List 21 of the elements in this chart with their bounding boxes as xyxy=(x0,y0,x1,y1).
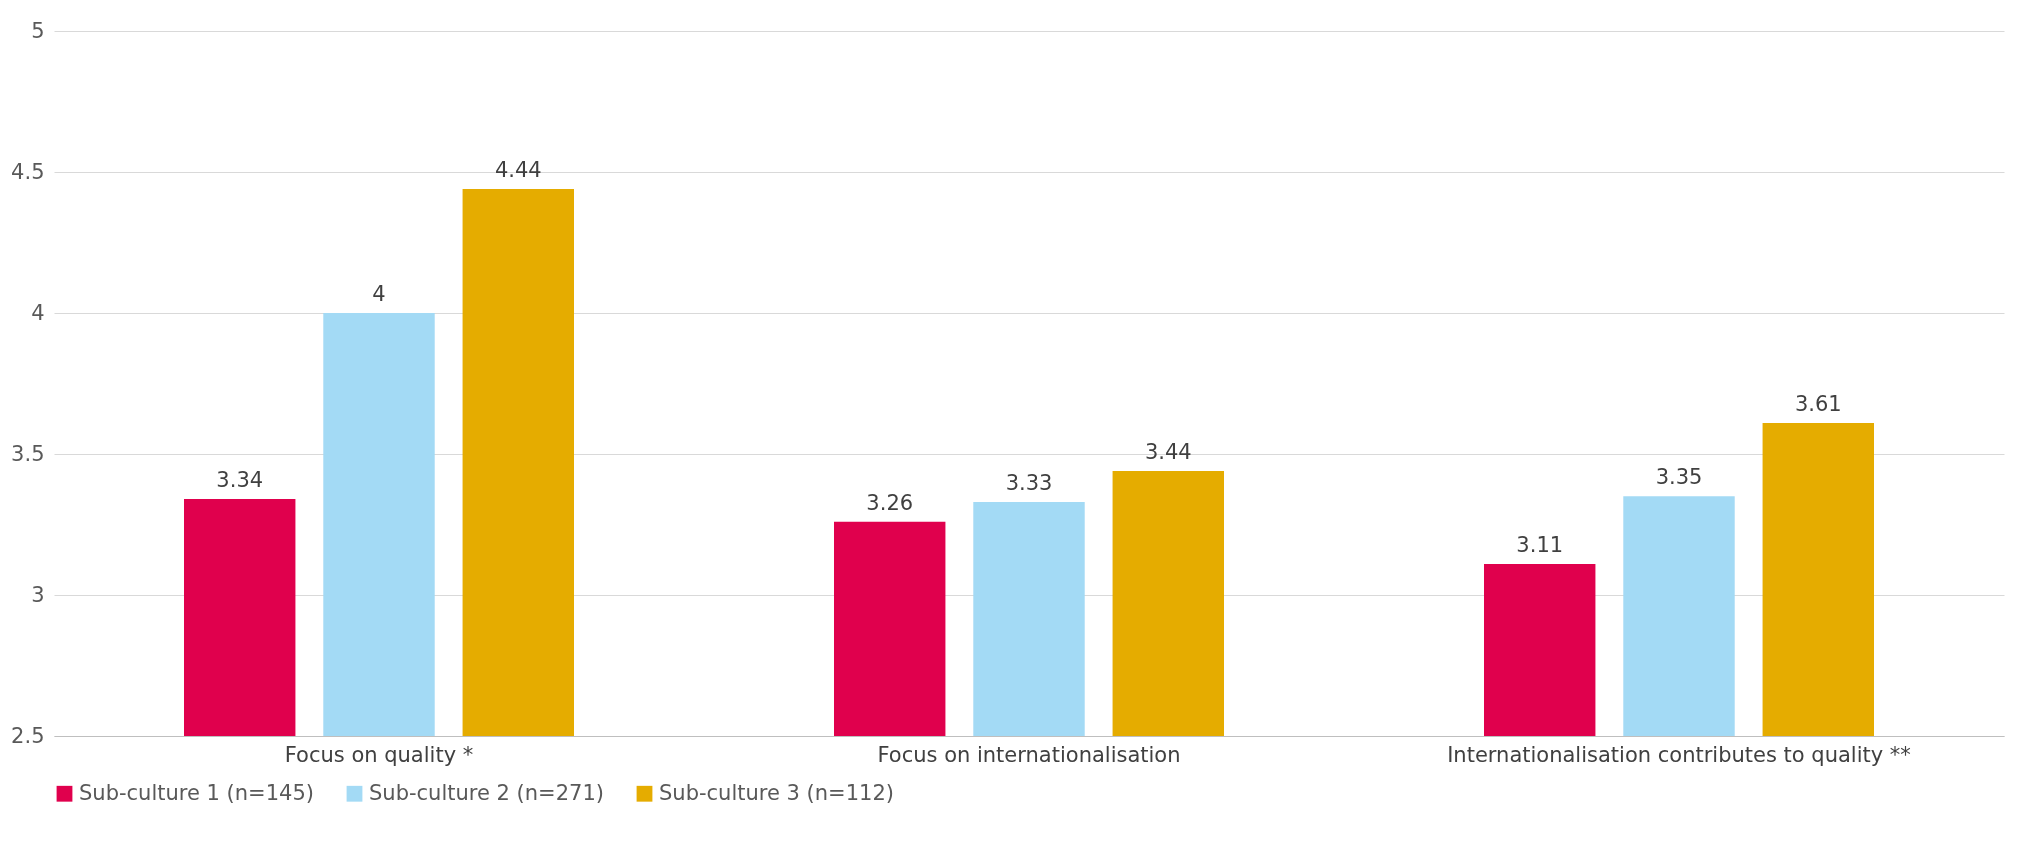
data-label: 3.11 xyxy=(1516,532,1564,557)
x-tick-label: Focus on internationalisation xyxy=(877,742,1181,767)
data-label: 3.26 xyxy=(866,490,914,515)
y-tick-label: 4.5 xyxy=(11,159,45,184)
legend-label: Sub-culture 1 (n=145) xyxy=(79,780,314,805)
y-tick-label: 3.5 xyxy=(11,441,45,466)
data-label: 3.35 xyxy=(1655,465,1703,490)
data-label: 3.33 xyxy=(1005,470,1053,495)
legend-label: Sub-culture 2 (n=271) xyxy=(369,780,604,805)
data-label: 3.61 xyxy=(1794,391,1842,416)
y-tick-label: 4 xyxy=(31,300,45,325)
data-label: 4.44 xyxy=(494,157,542,182)
y-tick-label: 5 xyxy=(31,18,45,43)
data-label: 3.34 xyxy=(216,468,264,493)
data-label: 4 xyxy=(372,282,386,306)
legend-label: Sub-culture 3 (n=112) xyxy=(659,780,894,805)
data-label: 3.44 xyxy=(1144,439,1192,464)
x-tick-label: Internationalisation contributes to quality ** xyxy=(1447,742,1911,767)
y-tick-label: 3 xyxy=(31,582,45,607)
y-tick-label: 2.5 xyxy=(11,723,45,748)
x-tick-label: Focus on quality * xyxy=(284,742,474,767)
